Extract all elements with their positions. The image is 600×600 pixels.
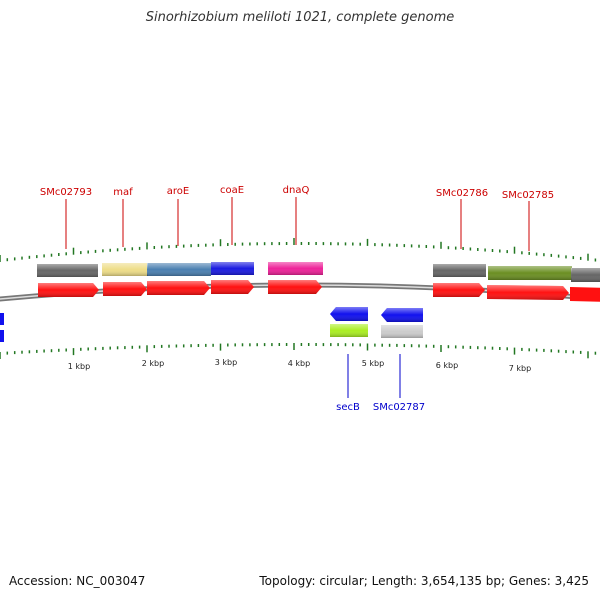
gene-label-smc02793[interactable]: SMc02793 [40,187,92,198]
gene-arrow-left-edge-a[interactable] [0,313,4,325]
reverse-label-leaders [347,354,401,398]
scale-label-1kbp: 1 kbp [68,362,90,371]
genome-stats-label: Topology: circular; Length: 3,654,135 bp… [259,574,589,588]
gene-label-smc02787[interactable]: SMc02787 [373,402,425,413]
forward-gene-labels: SMc02793 maf aroE coaE dnaQ SMc02786 SMc… [40,185,554,201]
gene-label-dnaq[interactable]: dnaQ [283,185,310,196]
reverse-gene-labels: secB SMc02787 [336,402,425,413]
genome-title: Sinorhizobium meliloti 1021, complete ge… [145,10,455,25]
gene-arrow-next[interactable] [570,287,600,302]
forward-label-leaders [65,197,530,251]
gene-label-coae[interactable]: coaE [220,185,244,196]
scale-label-7kbp: 7 kbp [509,364,531,373]
gene-label-aroe[interactable]: aroE [167,186,189,197]
scale-label-2kbp: 2 kbp [142,359,164,368]
scale-label-5kbp: 5 kbp [362,359,384,368]
accession-label: Accession: NC_003047 [9,574,146,588]
inner-tick-ring [0,343,597,359]
scale-labels: 1 kbp 2 kbp 3 kbp 4 kbp 5 kbp 6 kbp 7 kb… [68,358,531,373]
feature-track [37,262,600,282]
gene-arrow-left-edge-b[interactable] [0,330,4,342]
scale-label-6kbp: 6 kbp [436,361,458,370]
gene-label-maf[interactable]: maf [113,187,133,198]
scale-label-4kbp: 4 kbp [288,359,310,368]
gene-label-smc02786[interactable]: SMc02786 [436,188,488,199]
reverse-strand-genes [0,307,423,342]
gene-label-secb[interactable]: secB [336,402,360,413]
gene-label-smc02785[interactable]: SMc02785 [502,190,554,201]
outer-tick-ring [0,238,597,262]
scale-label-3kbp: 3 kbp [215,358,237,367]
